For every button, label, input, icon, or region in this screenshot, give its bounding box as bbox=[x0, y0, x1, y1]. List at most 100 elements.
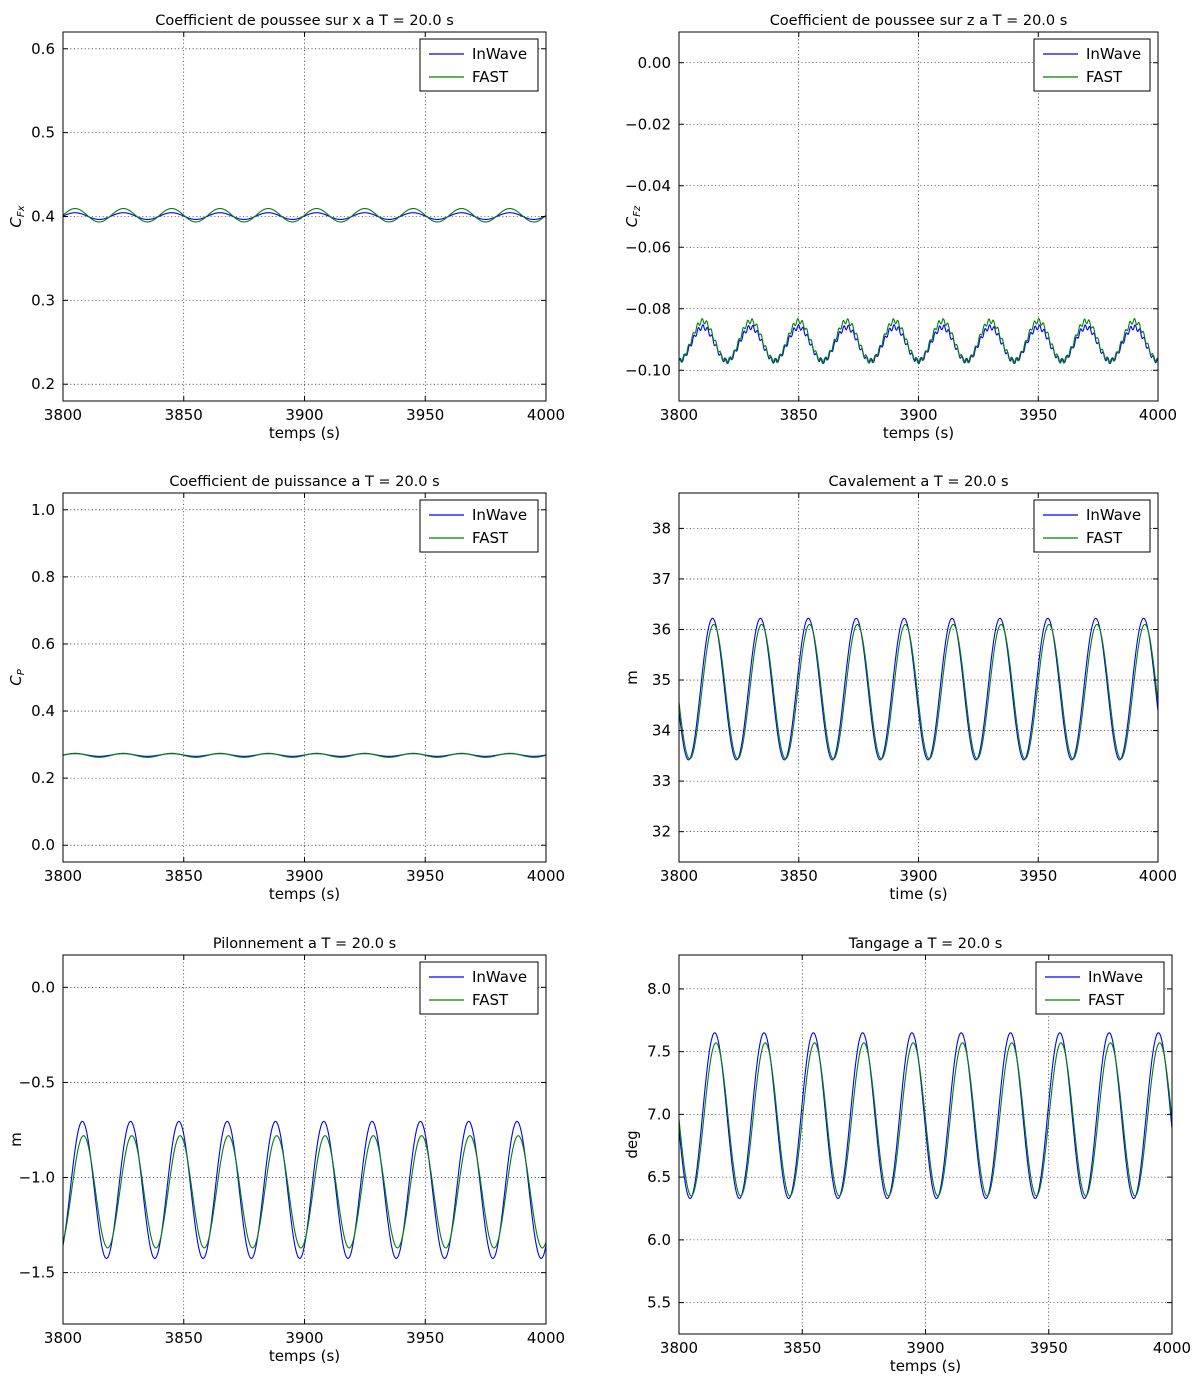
x-tick-label: 4000 bbox=[1139, 406, 1177, 424]
x-tick-label: 3850 bbox=[165, 406, 203, 424]
chart-panel-4: 3800 3850 3900 3950 4000 32 33 34 35 36 37 38 Cavale… bbox=[623, 474, 1177, 903]
y-tick-label: 7.5 bbox=[647, 1043, 671, 1061]
legend-label-fast: FAST bbox=[1088, 991, 1125, 1009]
y-tick-label: 34 bbox=[652, 722, 671, 740]
x-tick-label: 4000 bbox=[527, 867, 565, 885]
y-tick-label: 0.4 bbox=[31, 208, 55, 226]
y-tick-label: 37 bbox=[652, 570, 671, 588]
x-axis-label: temps (s) bbox=[269, 1347, 340, 1365]
y-tick-label: 38 bbox=[652, 519, 671, 537]
x-tick-label: 3850 bbox=[165, 1329, 203, 1347]
y-tick-label: 0.5 bbox=[31, 124, 55, 142]
y-axis-label: CFz bbox=[623, 205, 643, 227]
legend-label-inwave: InWave bbox=[472, 968, 527, 986]
y-tick-label: −0.02 bbox=[625, 115, 671, 133]
plot-area bbox=[679, 955, 1172, 1334]
x-tick-label: 4000 bbox=[1139, 867, 1177, 885]
y-tick-label: 0.3 bbox=[31, 291, 55, 309]
legend: InWave FAST bbox=[1033, 499, 1151, 553]
legend-box bbox=[419, 499, 539, 553]
legend-box bbox=[1033, 499, 1151, 553]
series-line-inwave bbox=[679, 1032, 1172, 1200]
x-axis-label: temps (s) bbox=[269, 424, 340, 442]
y-tick-label: 0.2 bbox=[31, 375, 55, 393]
x-tick-label: 3950 bbox=[1019, 406, 1057, 424]
chart-title: Coefficient de puissance a T = 20.0 s bbox=[169, 474, 439, 490]
x-tick-label: 4000 bbox=[527, 1329, 565, 1347]
chart-title: Tangage a T = 20.0 s bbox=[848, 936, 1003, 952]
legend-label-fast: FAST bbox=[472, 529, 509, 547]
x-tick-label: 3950 bbox=[406, 1329, 444, 1347]
legend-label-fast: FAST bbox=[472, 991, 509, 1009]
legend-label-fast: FAST bbox=[1086, 529, 1123, 547]
legend-box bbox=[1033, 38, 1151, 92]
x-tick-label: 3950 bbox=[1030, 1339, 1068, 1357]
x-tick-label: 3900 bbox=[285, 1329, 323, 1347]
x-tick-label: 4000 bbox=[527, 406, 565, 424]
y-tick-label: 32 bbox=[652, 823, 671, 841]
x-tick-label: 3900 bbox=[899, 406, 937, 424]
y-tick-label: 5.5 bbox=[647, 1294, 671, 1312]
y-tick-label: 0.0 bbox=[31, 836, 55, 854]
x-tick-label: 3800 bbox=[660, 867, 698, 885]
x-axis-label: temps (s) bbox=[269, 885, 340, 903]
series-line-fast bbox=[63, 1135, 546, 1249]
legend-label-inwave: InWave bbox=[1086, 506, 1141, 524]
y-tick-label: 0.4 bbox=[31, 702, 55, 720]
chart-panel-1: 3800 3850 3900 3950 4000 0.2 0.3 0.4 0.5 0.6 Coeff… bbox=[7, 13, 565, 442]
y-tick-label: −0.5 bbox=[19, 1073, 55, 1091]
y-tick-label: −1.0 bbox=[19, 1169, 55, 1187]
y-tick-label: −0.04 bbox=[625, 177, 671, 195]
x-tick-label: 3800 bbox=[44, 406, 82, 424]
legend: InWave FAST bbox=[419, 499, 539, 553]
y-tick-label: 7.0 bbox=[647, 1105, 671, 1123]
x-tick-label: 3950 bbox=[1019, 867, 1057, 885]
y-tick-label: 6.0 bbox=[647, 1231, 671, 1249]
series-line-fast bbox=[679, 623, 1158, 760]
legend-label-fast: FAST bbox=[1086, 68, 1123, 86]
series-line-inwave bbox=[63, 212, 546, 220]
chart-panel-5: 3800 3850 3900 3950 4000 −1.5 −1.0 −0.5 0.0 Pilon… bbox=[7, 936, 565, 1365]
legend: InWave FAST bbox=[1033, 38, 1151, 92]
x-tick-label: 3850 bbox=[165, 867, 203, 885]
legend-box bbox=[419, 38, 539, 92]
x-tick-label: 4000 bbox=[1153, 1339, 1191, 1357]
series-line-fast bbox=[679, 317, 1158, 365]
x-tick-label: 3800 bbox=[44, 867, 82, 885]
y-tick-label: 0.6 bbox=[31, 40, 55, 58]
y-tick-label: 36 bbox=[652, 620, 671, 638]
x-tick-label: 3850 bbox=[783, 1339, 821, 1357]
chart-title: Coefficient de poussee sur z a T = 20.0 … bbox=[770, 13, 1068, 29]
x-tick-label: 3800 bbox=[660, 406, 698, 424]
series-line-inwave bbox=[63, 1120, 546, 1259]
y-tick-label: −0.06 bbox=[625, 238, 671, 256]
series-line-fast bbox=[63, 207, 546, 223]
x-tick-label: 3900 bbox=[899, 867, 937, 885]
y-tick-label: 8.0 bbox=[647, 980, 671, 998]
y-axis-label: CP bbox=[7, 668, 27, 685]
legend-label-fast: FAST bbox=[472, 68, 509, 86]
x-tick-label: 3850 bbox=[780, 867, 818, 885]
series-line-inwave bbox=[679, 617, 1158, 761]
y-tick-label: 0.2 bbox=[31, 769, 55, 787]
x-tick-label: 3900 bbox=[906, 1339, 944, 1357]
y-axis-label: deg bbox=[623, 1130, 641, 1158]
chart-title: Coefficient de poussee sur x a T = 20.0 … bbox=[155, 13, 454, 29]
legend-label-inwave: InWave bbox=[1086, 45, 1141, 63]
legend-label-inwave: InWave bbox=[1088, 968, 1143, 986]
y-tick-label: 35 bbox=[652, 671, 671, 689]
y-tick-label: 33 bbox=[652, 772, 671, 790]
x-tick-label: 3800 bbox=[44, 1329, 82, 1347]
x-axis-label: temps (s) bbox=[883, 424, 954, 442]
y-tick-label: 0.00 bbox=[638, 54, 671, 72]
chart-panel-3: 3800 3850 3900 3950 4000 0.0 0.2 0.4 0.6 0.8 1.0 Co… bbox=[7, 474, 565, 903]
legend-box bbox=[1035, 961, 1165, 1015]
y-tick-label: 6.5 bbox=[647, 1168, 671, 1186]
x-tick-label: 3900 bbox=[285, 867, 323, 885]
y-axis-label: m bbox=[7, 1132, 25, 1147]
legend: InWave FAST bbox=[419, 961, 539, 1015]
y-tick-label: 0.0 bbox=[31, 978, 55, 996]
legend-label-inwave: InWave bbox=[472, 45, 527, 63]
x-tick-label: 3950 bbox=[406, 406, 444, 424]
